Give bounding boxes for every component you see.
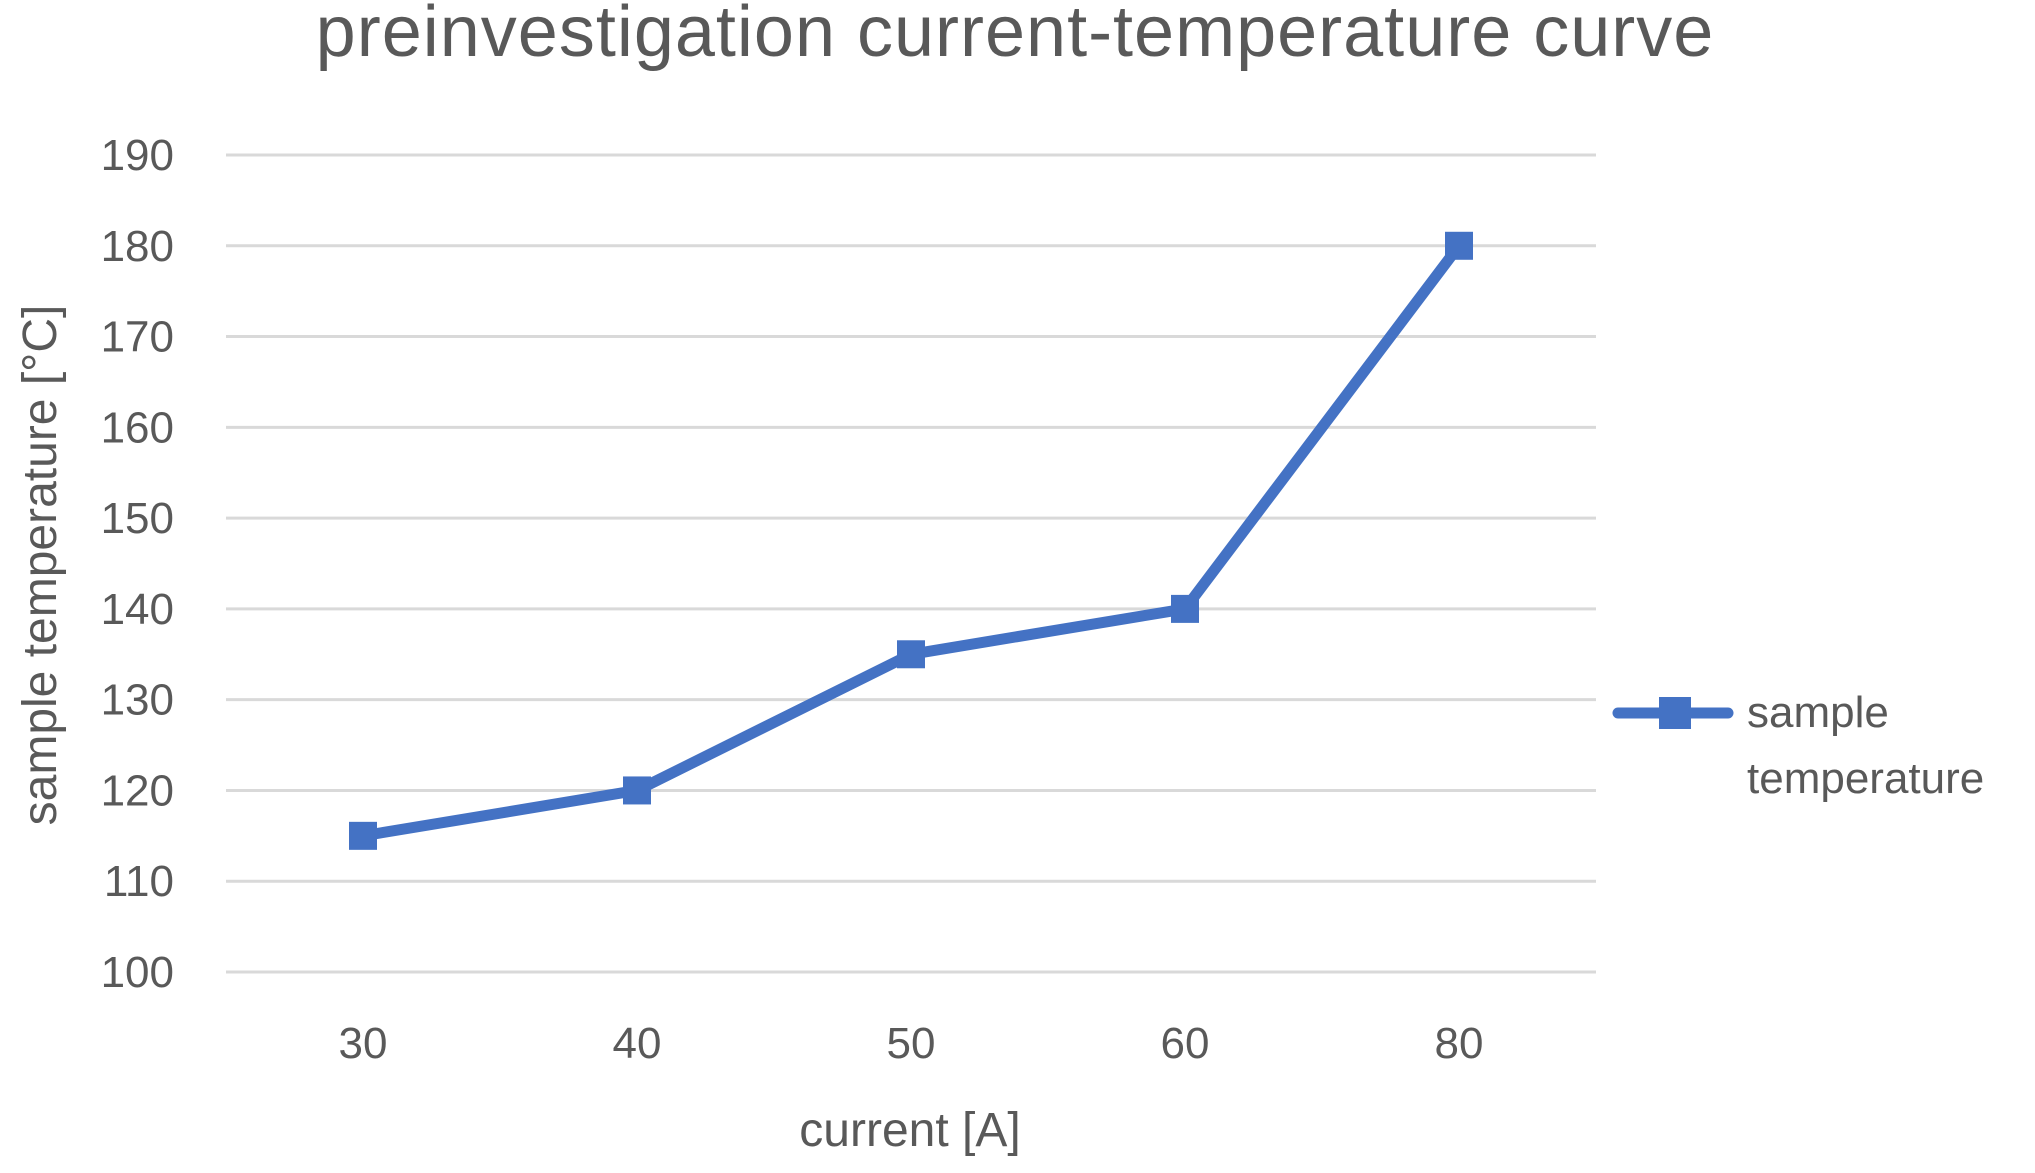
legend-label: sample temperature [1747, 688, 1984, 803]
x-tick-label: 50 [887, 1019, 936, 1068]
x-tick-label: 80 [1435, 1019, 1484, 1068]
x-axis-tick-labels: 30 40 50 60 80 [339, 1019, 1484, 1068]
y-tick-label: 160 [101, 403, 174, 452]
y-axis-tick-labels: 100 110 120 130 140 150 160 170 180 190 [101, 131, 174, 997]
y-tick-label: 100 [101, 948, 174, 997]
data-point-marker [623, 776, 651, 805]
gridlines [226, 153, 1596, 974]
legend-marker [1659, 697, 1691, 729]
y-tick-label: 180 [101, 222, 174, 271]
y-tick-label: 150 [101, 494, 174, 543]
data-point-marker [349, 821, 377, 850]
x-tick-label: 30 [339, 1019, 388, 1068]
x-tick-label: 60 [1161, 1019, 1210, 1068]
y-tick-label: 190 [101, 131, 174, 180]
legend-label-line: sample [1747, 688, 1889, 737]
data-point-marker [1171, 594, 1199, 623]
x-axis-title: current [A] [799, 1104, 1020, 1157]
y-tick-label: 140 [101, 585, 174, 634]
y-tick-label: 110 [104, 857, 174, 906]
legend-label-line: temperature [1747, 754, 1984, 803]
x-tick-label: 40 [613, 1019, 662, 1068]
data-point-marker [1445, 231, 1473, 260]
data-point-marker [897, 640, 925, 669]
y-tick-label: 130 [101, 676, 174, 725]
legend: sample temperature [1612, 688, 1984, 803]
series-line [357, 240, 1465, 842]
y-axis-title: sample temperature [°C] [14, 305, 67, 826]
y-tick-label: 170 [101, 313, 174, 362]
series-layer [349, 231, 1473, 850]
chart-title: preinvestigation current-temperature cur… [316, 0, 1715, 72]
y-tick-label: 120 [101, 766, 174, 815]
